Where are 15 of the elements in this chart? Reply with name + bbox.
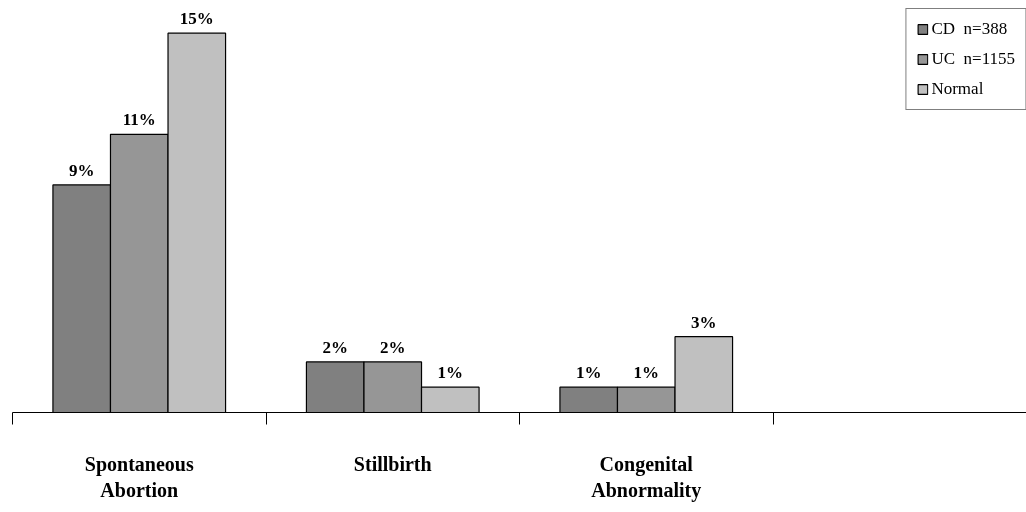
data-label: 9% bbox=[68, 160, 95, 180]
data-label: 2% bbox=[322, 337, 348, 357]
data-label: 1% bbox=[437, 363, 464, 383]
data-label: 11% bbox=[122, 110, 156, 130]
legend-label: Normal bbox=[931, 79, 984, 99]
data-label: 3% bbox=[691, 312, 717, 332]
data-label: 15% bbox=[179, 9, 214, 29]
data-label: 1% bbox=[633, 363, 659, 383]
legend-label: CD n=388 bbox=[931, 19, 1008, 39]
x-tick-label: Stillbirth bbox=[353, 452, 432, 475]
legend-label: UC n=1155 bbox=[931, 49, 1015, 69]
x-tick-label: Congenital Abnormality bbox=[591, 452, 702, 502]
x-tick-label: Spontaneous Abortion bbox=[84, 452, 194, 501]
data-label: 2% bbox=[380, 337, 406, 357]
data-label: 1% bbox=[575, 363, 602, 383]
